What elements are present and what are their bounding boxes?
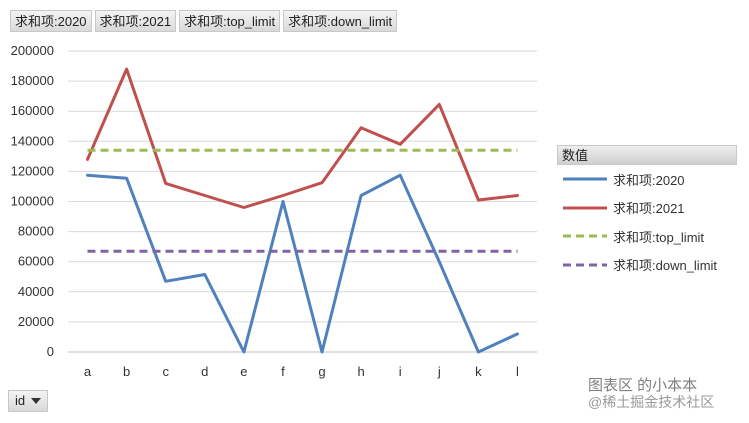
y-tick-label: 0 (47, 344, 54, 359)
legend-swatch (563, 234, 607, 238)
legend-label: 求和项:top_limit (613, 229, 705, 245)
legend-item-2[interactable]: 求和项:top_limit (557, 222, 737, 251)
y-tick-label: 40000 (18, 284, 54, 299)
field-button-2021[interactable]: 求和项:2021 (94, 10, 177, 32)
chart-legend: 数值 求和项:2020 求和项:2021 求和项:top_limit 求和项:down… (557, 145, 737, 279)
x-tick-label: k (475, 364, 482, 379)
legend-swatch (563, 177, 607, 181)
legend-swatch (563, 206, 607, 210)
x-tick-label: d (201, 364, 208, 379)
x-tick-label: c (162, 364, 169, 379)
x-tick-label: h (358, 364, 365, 379)
x-tick-label: a (84, 364, 92, 379)
watermark: 图表区 的小本本 @稀土掘金技术社区 (588, 377, 714, 411)
legend-label: 求和项:2021 (613, 201, 685, 217)
y-tick-label: 160000 (11, 103, 54, 118)
series-line-1 (86, 67, 519, 209)
legend-swatch (563, 263, 607, 267)
field-button-2020[interactable]: 求和项:2020 (10, 10, 92, 32)
field-button-down-limit[interactable]: 求和项:down_limit (283, 10, 398, 32)
y-tick-label: 180000 (11, 73, 54, 88)
x-tick-label: l (516, 364, 519, 379)
legend-label: 求和项:2020 (613, 172, 685, 188)
legend-item-1[interactable]: 求和项:2021 (557, 194, 737, 223)
y-tick-label: 80000 (18, 224, 54, 239)
row-field-button[interactable]: id (8, 390, 49, 412)
legend-label: 求和项:down_limit (613, 258, 718, 274)
pivot-field-buttons: 求和项:2020 求和项:2021 求和项:top_limit 求和项:down… (10, 10, 398, 32)
dropdown-arrow-icon (31, 398, 42, 404)
field-button-top-limit[interactable]: 求和项:top_limit (179, 10, 281, 32)
y-tick-label: 140000 (11, 133, 54, 148)
x-tick-label: e (240, 364, 247, 379)
x-tick-label: j (437, 364, 441, 379)
series-line-0 (86, 173, 519, 354)
y-tick-label: 100000 (11, 194, 54, 209)
watermark-line2: @稀土掘金技术社区 (588, 394, 715, 410)
y-tick-label: 60000 (18, 254, 54, 269)
x-tick-label: g (318, 364, 325, 379)
legend-title[interactable]: 数值 (557, 145, 737, 165)
legend-item-3[interactable]: 求和项:down_limit (557, 251, 737, 280)
row-field-label: id (15, 393, 26, 408)
x-tick-label: b (123, 364, 130, 379)
x-tick-label: f (281, 364, 285, 379)
y-tick-label: 20000 (18, 314, 54, 329)
x-tick-label: i (399, 364, 402, 379)
y-tick-label: 200000 (11, 43, 54, 58)
y-tick-label: 120000 (11, 163, 54, 178)
legend-item-0[interactable]: 求和项:2020 (557, 165, 737, 194)
watermark-line1: 图表区 的小本本 (588, 377, 698, 394)
